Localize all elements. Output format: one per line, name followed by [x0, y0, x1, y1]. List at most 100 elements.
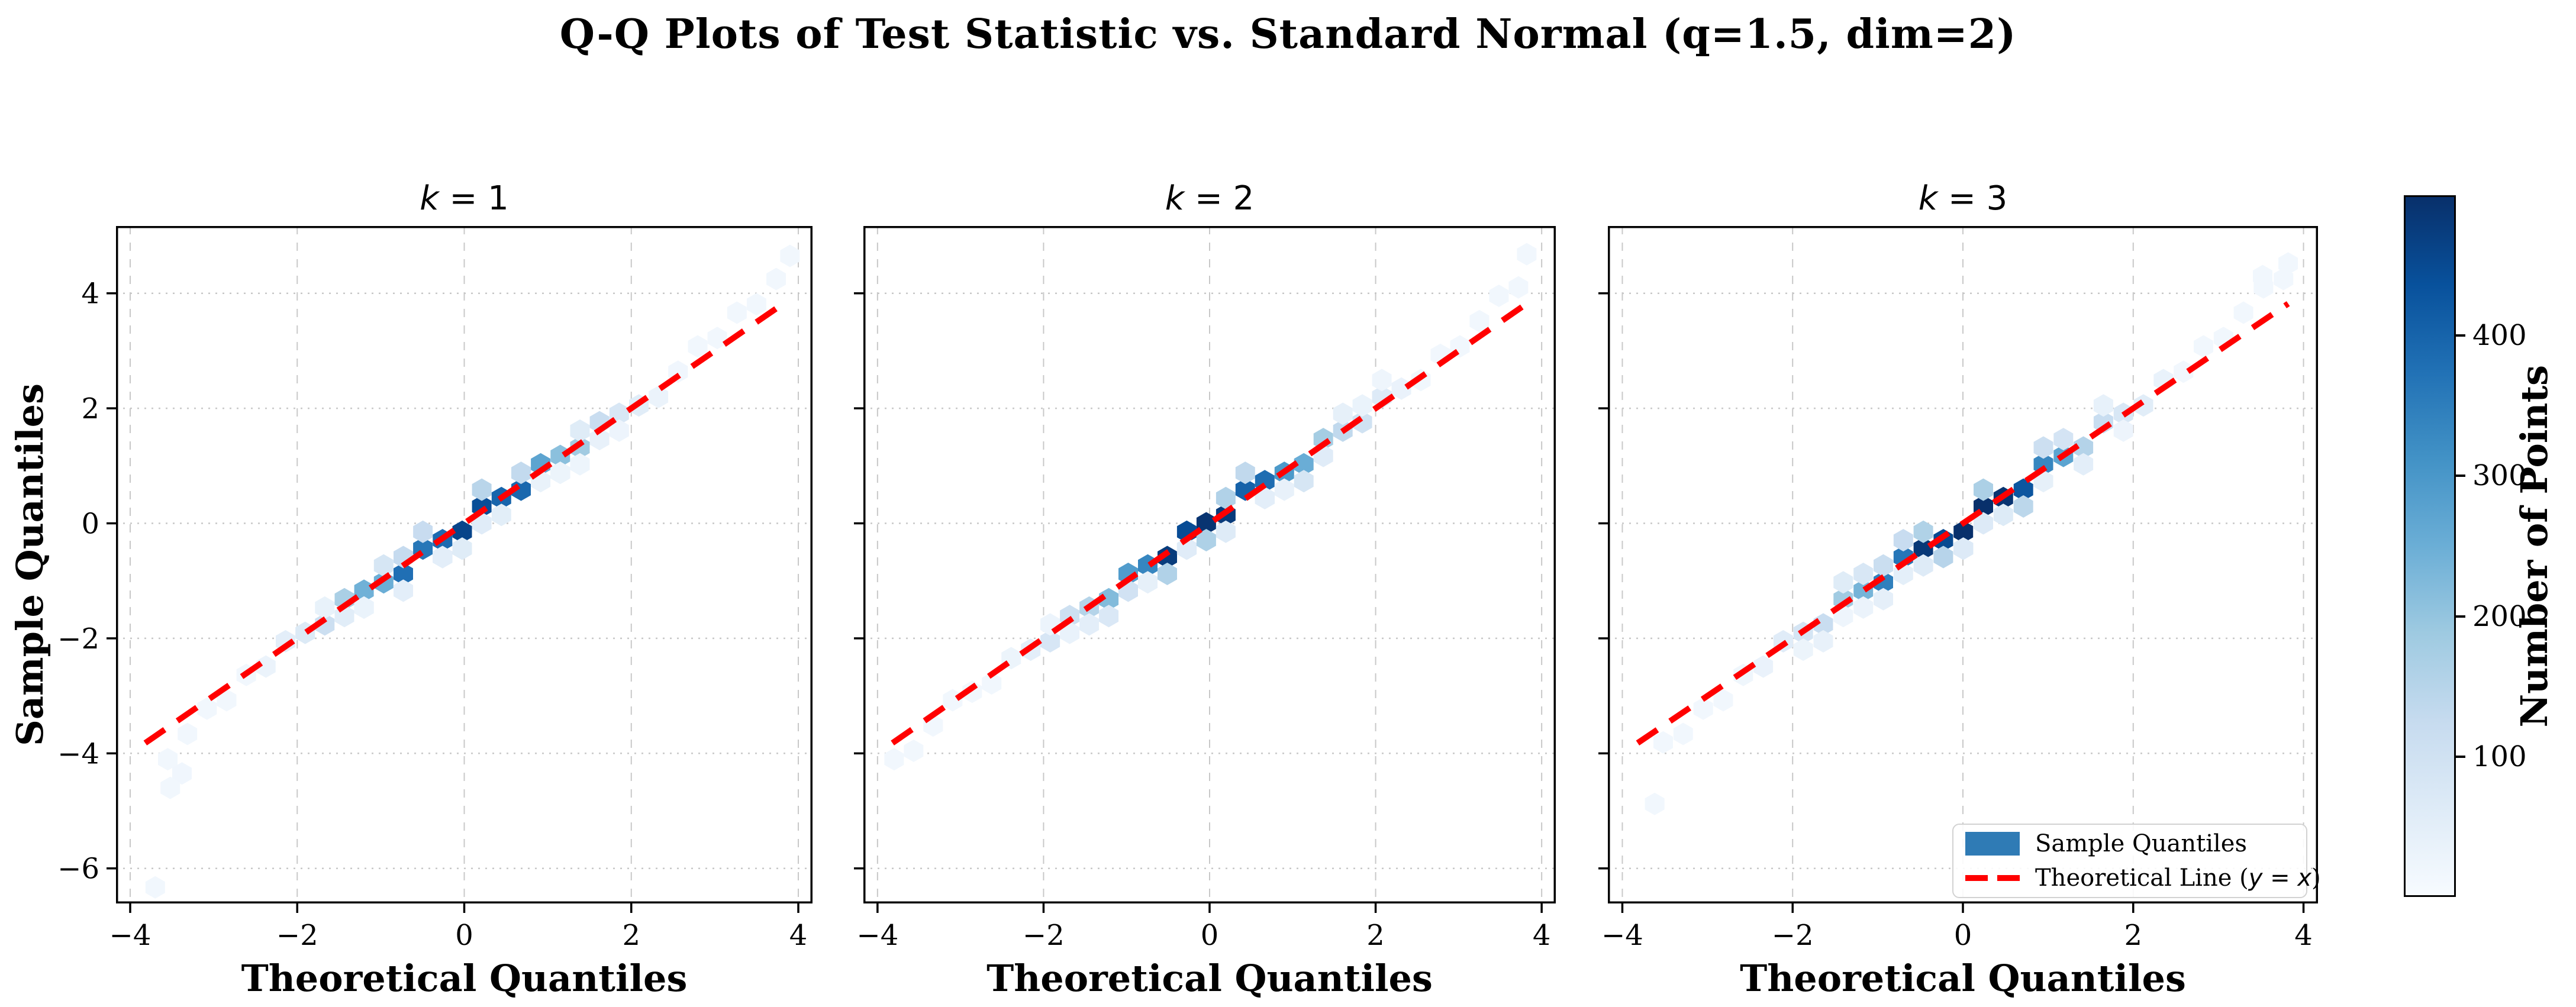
- hexbin-cell: [1508, 276, 1529, 299]
- x-axis-label: Theoretical Quantiles: [1740, 957, 2186, 1000]
- colorbar-tick: [2456, 615, 2465, 618]
- x-tick-label: 0: [455, 919, 473, 952]
- hexbin-cell: [2278, 252, 2298, 275]
- y-tick-label: −2: [57, 622, 99, 656]
- hexbin-cell: [256, 655, 276, 678]
- x-tick-label: 0: [1201, 919, 1219, 952]
- hexbin-layer: [884, 243, 1537, 771]
- subplot-k1: −4 −2 0 2 4 4 2 0 −2 −4 −6 Theoretical Quantiles k =…: [57, 179, 813, 1000]
- hexbin-cell: [1216, 520, 1236, 543]
- hexbin-cell: [746, 293, 766, 316]
- hexbin-cell: [373, 554, 394, 577]
- ticks: −4 −2 0 2 4: [1598, 292, 2313, 952]
- y-axis-label-wrap: Sample Quantiles: [8, 226, 51, 903]
- subplot-title: k = 1: [420, 179, 509, 218]
- figure-title: Q-Q Plots of Test Statistic vs. Standard…: [559, 11, 2017, 58]
- hexbin-cell: [550, 461, 570, 485]
- hexbin-cell: [1853, 596, 1874, 619]
- hexbin-cell: [884, 748, 904, 771]
- hexbin-cell: [217, 689, 237, 712]
- hexbin-cell: [1294, 453, 1314, 476]
- hexbin-cell: [1693, 697, 1713, 720]
- hexbin-cell: [2074, 453, 2094, 476]
- hexbin-cell: [354, 579, 374, 602]
- hexbin-cell: [589, 428, 610, 451]
- hexbin-cell: [982, 672, 1002, 695]
- legend-label: Sample Quantiles: [2035, 830, 2247, 857]
- hexbin-cell: [688, 335, 708, 358]
- y-tick-label: −4: [57, 737, 99, 770]
- hexbin-cell: [1913, 554, 1933, 577]
- hexbin-cell: [1216, 486, 1236, 509]
- hexbin-cell: [1138, 571, 1158, 594]
- subplot-k3: −4 −2 0 2 4 Theoretical Quantiles k = 3: [1598, 179, 2318, 1000]
- hexbin-cell: [1793, 638, 1813, 661]
- hexbin-cell: [1874, 571, 1893, 594]
- hexbin-cell: [1913, 520, 1933, 543]
- x-tick-label: 4: [2294, 919, 2313, 952]
- hexbin-cell: [570, 419, 590, 442]
- theoretical-line: [891, 301, 1529, 745]
- hexbin-cell: [2253, 264, 2272, 288]
- hexbin-cell: [649, 385, 669, 408]
- hexbin-cell: [2074, 436, 2094, 459]
- colorbar-gradient: [2406, 197, 2454, 895]
- hexbin-cell: [1099, 605, 1119, 628]
- hexbin-cell: [2133, 394, 2153, 417]
- hexbin-cell: [491, 504, 511, 527]
- colorbar-tick-label: 400: [2472, 319, 2527, 353]
- subplot-k2: −4 −2 0 2 4 Theoretical Quantiles k = 2: [854, 179, 1556, 1000]
- hexbin-cell: [1753, 655, 1774, 678]
- hexbin-cell: [1713, 689, 1733, 712]
- hexbin-cell: [2233, 301, 2253, 324]
- legend: Sample Quantiles Theoretical Line (y = x…: [1952, 824, 2321, 898]
- y-tick-label: 0: [81, 508, 99, 541]
- hexbin-cell: [1517, 243, 1537, 266]
- x-tick-label: −2: [276, 919, 318, 952]
- hexbin-cell: [178, 722, 198, 745]
- hexbin-cell: [1953, 537, 1974, 560]
- hexbin-cell: [2013, 495, 2033, 518]
- axes-frame: [1608, 226, 2318, 903]
- hexbin-cell: [1813, 613, 1833, 636]
- hexbin-cell: [904, 740, 924, 762]
- hexbin-cell: [780, 244, 800, 267]
- hexbin-cell: [2093, 394, 2113, 417]
- y-tick-label: 2: [81, 392, 99, 425]
- y-tick-label: 4: [81, 277, 99, 311]
- hexbin-cell: [1352, 394, 1372, 417]
- grid: [1608, 226, 2318, 903]
- hexbin-cell: [766, 267, 786, 291]
- hexbin-cell: [1274, 478, 1294, 501]
- y-tick-label: −6: [57, 853, 99, 886]
- hexbin-cell: [2113, 419, 2133, 442]
- hexbin-cell: [433, 546, 453, 569]
- x-tick-label: −4: [856, 919, 898, 952]
- hexbin-cell: [1813, 630, 1833, 653]
- hexbin-cell: [354, 596, 374, 619]
- hexbin-cell: [1953, 520, 1974, 543]
- grid: [863, 226, 1556, 903]
- hexbin-cell: [1645, 792, 1665, 815]
- legend-label: Theoretical Line (y = x): [2035, 864, 2321, 892]
- hexbin-cell: [1196, 529, 1216, 551]
- x-tick-label: −2: [1023, 919, 1065, 952]
- hexbin-cell: [1893, 529, 1913, 551]
- hexbin-cell: [315, 613, 335, 636]
- hexbin-cell: [1833, 571, 1853, 594]
- hexbin-cell: [145, 876, 165, 899]
- hexbin-cell: [1158, 546, 1177, 569]
- hexbin-cell: [1974, 512, 1993, 535]
- legend-item-sample-quantiles: Sample Quantiles: [1965, 830, 2306, 857]
- theoretical-line: [143, 301, 785, 745]
- hexbin-cell: [452, 537, 472, 560]
- hexbin-cell: [1040, 630, 1060, 653]
- hexbin-cell: [1673, 722, 1693, 745]
- hexbin-layer: [1636, 252, 2298, 815]
- axes-frame: [863, 226, 1556, 903]
- axes-frame: [116, 226, 813, 903]
- hexbin-cell: [1653, 731, 1673, 754]
- hexbin-cell: [1993, 504, 2013, 527]
- hexbin-cell: [452, 520, 472, 543]
- colorbar: [2404, 195, 2456, 897]
